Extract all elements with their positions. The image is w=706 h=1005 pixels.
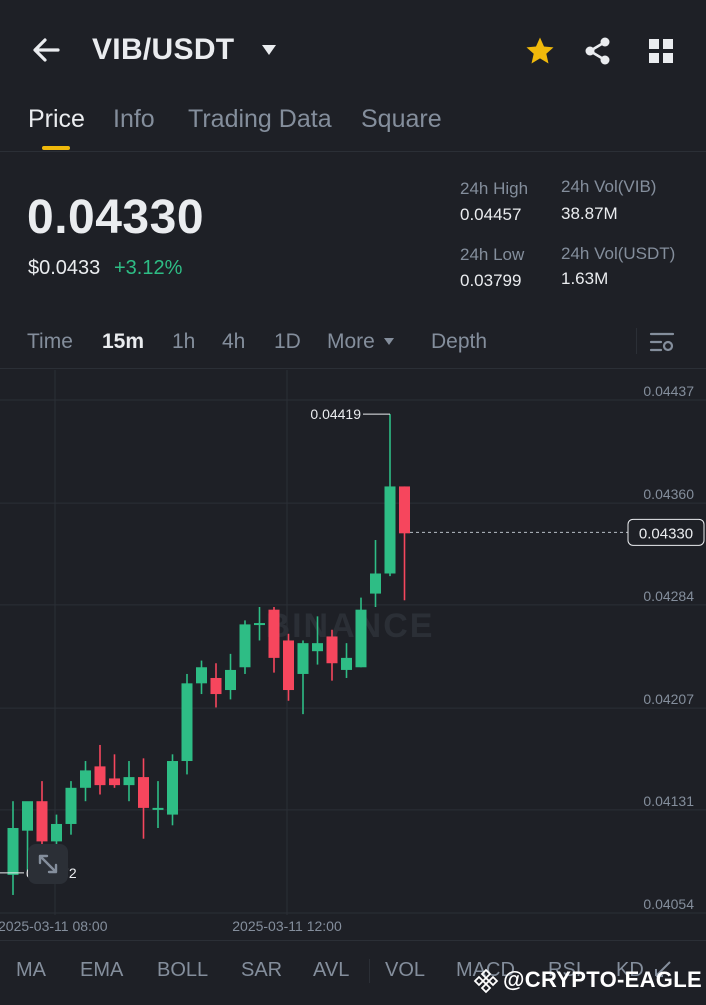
y-tick-label: 0.04054 bbox=[643, 896, 694, 912]
indicator-rsi[interactable]: RSI bbox=[548, 959, 582, 981]
tabs-divider bbox=[0, 151, 706, 152]
tab-info[interactable]: Info bbox=[113, 105, 155, 133]
indicator-ema[interactable]: EMA bbox=[80, 959, 124, 981]
interval-more[interactable]: More bbox=[327, 330, 375, 353]
chart-top-divider bbox=[0, 368, 706, 369]
y-tick-label: 0.04131 bbox=[643, 793, 694, 809]
indicator-boll[interactable]: BOLL bbox=[157, 959, 209, 981]
indicators-divider bbox=[0, 940, 706, 941]
y-tick-label: 0.04284 bbox=[643, 588, 694, 604]
active-tab-indicator bbox=[42, 146, 70, 150]
candle-body bbox=[65, 787, 77, 824]
candle-body bbox=[138, 777, 149, 808]
binance-logo-icon bbox=[473, 968, 499, 994]
candle-body bbox=[283, 640, 294, 691]
expand-chart-button[interactable] bbox=[28, 844, 68, 884]
high-marker-label: 0.04419 bbox=[310, 406, 361, 422]
candle-body bbox=[399, 486, 410, 534]
tab-price[interactable]: Price bbox=[28, 105, 85, 133]
candle-body bbox=[239, 624, 251, 668]
candle-body bbox=[22, 801, 33, 831]
interval-separator bbox=[636, 328, 637, 354]
candle-body bbox=[167, 761, 178, 815]
candlestick-chart[interactable]: BINANCE 0.044370.043600.042840.042070.04… bbox=[0, 370, 706, 940]
chart-labels: 0.04437 0.04360 0.04284 0.04207 0.04131 0.040… bbox=[0, 383, 705, 934]
candle-body bbox=[181, 683, 193, 762]
tab-trading-data[interactable]: Trading Data bbox=[188, 105, 332, 133]
current-price-label: 0.04330 bbox=[639, 525, 693, 542]
indicator-vol[interactable]: VOL bbox=[385, 959, 426, 981]
interval-time[interactable]: Time bbox=[27, 330, 73, 353]
chart-settings-icon[interactable] bbox=[649, 330, 675, 354]
low-24h-label: 24h Low bbox=[460, 245, 525, 264]
current-price-box bbox=[627, 518, 705, 546]
x-tick-label: 2025-03-11 12:00 bbox=[232, 918, 342, 934]
candle-body bbox=[268, 609, 280, 658]
candle-body bbox=[152, 807, 164, 810]
candle-body bbox=[312, 643, 323, 652]
more-caret-icon[interactable] bbox=[383, 337, 395, 346]
interval-1h[interactable]: 1h bbox=[172, 330, 196, 353]
interval-1d[interactable]: 1D bbox=[274, 330, 301, 353]
high-24h-label: 24h High bbox=[460, 179, 529, 198]
collapse-icon[interactable] bbox=[652, 958, 674, 980]
y-tick-label: 0.04207 bbox=[643, 691, 694, 707]
indicator-separator bbox=[369, 959, 370, 983]
candle-body bbox=[341, 657, 352, 670]
high-24h-value: 0.04457 bbox=[460, 205, 522, 224]
candle-body bbox=[80, 770, 91, 788]
candle-body bbox=[355, 609, 367, 668]
low-24h-value: 0.03799 bbox=[460, 271, 522, 290]
tab-square[interactable]: Square bbox=[361, 105, 442, 133]
grid-menu-icon[interactable] bbox=[648, 38, 674, 64]
y-tick-label: 0.04437 bbox=[643, 383, 694, 399]
indicator-ma[interactable]: MA bbox=[16, 959, 46, 981]
chart-watermark: BINANCE bbox=[266, 607, 435, 645]
watermark-handle: @CRYPTO-EAGLE bbox=[503, 967, 702, 992]
candle-body bbox=[297, 643, 309, 674]
vol-base-value: 38.87M bbox=[561, 204, 618, 223]
candle-body bbox=[254, 623, 265, 626]
candle-body bbox=[36, 801, 48, 842]
price-change-percent: +3.12% bbox=[114, 257, 183, 279]
share-icon[interactable] bbox=[584, 36, 612, 66]
trading-pair-title[interactable]: VIB/USDT bbox=[92, 33, 235, 66]
x-tick-label: 2025-03-11 08:00 bbox=[0, 918, 108, 934]
candle-body bbox=[109, 778, 120, 786]
candle-body bbox=[384, 486, 396, 574]
interval-4h[interactable]: 4h bbox=[222, 330, 246, 353]
candle-body bbox=[225, 669, 236, 691]
candle-body bbox=[210, 677, 222, 695]
back-arrow-icon[interactable] bbox=[30, 34, 62, 66]
vol-quote-value: 1.63M bbox=[561, 269, 609, 288]
vol-quote-label: 24h Vol(USDT) bbox=[561, 244, 676, 263]
pair-dropdown-caret-icon[interactable] bbox=[261, 44, 277, 56]
candle-body bbox=[326, 636, 338, 664]
candles-group bbox=[7, 414, 410, 895]
interval-15m[interactable]: 15m bbox=[102, 330, 145, 353]
indicator-kd[interactable]: KD bbox=[616, 959, 644, 981]
candle-body bbox=[370, 573, 381, 594]
favorite-star-icon[interactable] bbox=[525, 36, 555, 66]
last-price: 0.04330 bbox=[27, 191, 205, 244]
expand-arrows-icon bbox=[38, 854, 58, 874]
indicator-avl[interactable]: AVL bbox=[313, 959, 350, 981]
indicator-sar[interactable]: SAR bbox=[241, 959, 283, 981]
interval-depth[interactable]: Depth bbox=[431, 330, 488, 353]
candle-body bbox=[196, 667, 207, 684]
candle-body bbox=[7, 827, 19, 875]
usd-price: $0.0433 bbox=[28, 257, 101, 279]
y-tick-label: 0.04360 bbox=[643, 486, 694, 502]
candle-body bbox=[123, 777, 135, 786]
candle-body bbox=[51, 823, 62, 842]
vol-base-label: 24h Vol(VIB) bbox=[561, 177, 657, 196]
candle-body bbox=[94, 766, 106, 786]
